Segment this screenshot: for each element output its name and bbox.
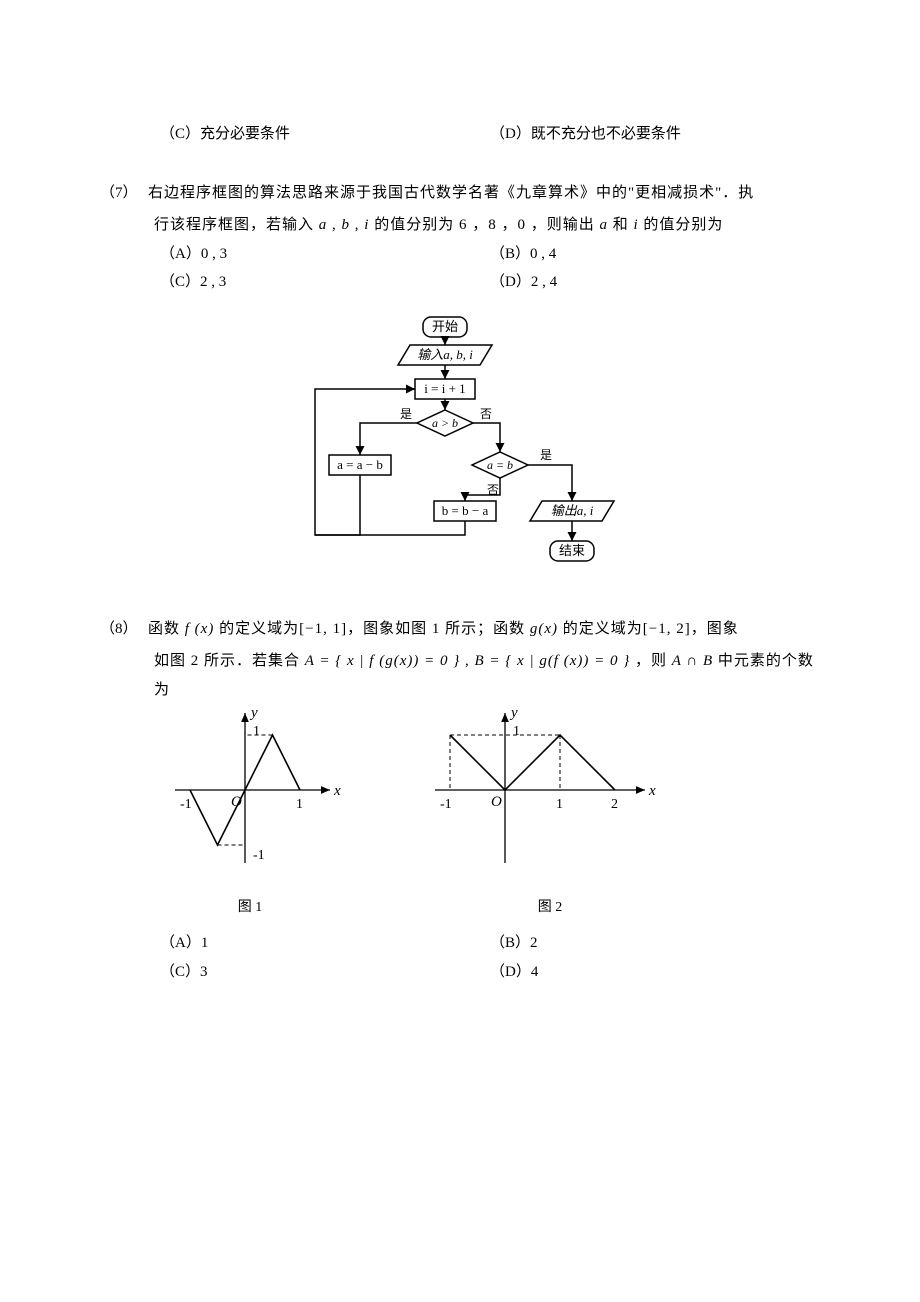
graph2-box: x y O 1 -1 1 2 图 2 (420, 710, 680, 921)
svg-text:1: 1 (556, 797, 563, 812)
svg-text:开始: 开始 (432, 319, 458, 334)
svg-text:-1: -1 (253, 848, 265, 863)
q7-opt-a: （A）0 , 3 (160, 240, 490, 269)
q7-opt-d: （D）2 , 4 (490, 268, 820, 297)
q8-opt-a: （A）1 (160, 929, 490, 958)
svg-text:是: 是 (400, 407, 412, 421)
question-8: （8） 函数 f (x) 的定义域为[−1, 1]，图象如图 1 所示；函数 g… (100, 615, 820, 987)
graph1-svg: xyO1-1-11 (150, 710, 350, 880)
fig2-label: 图 2 (420, 895, 680, 922)
q8-line2: 如图 2 所示．若集合 A = { x | f (g(x)) = 0 } , B… (100, 647, 820, 676)
graphs-container: x y O 1 -1 -1 1 图 1 x y O 1 -1 1 2 图 2 (100, 710, 820, 921)
svg-text:O: O (491, 794, 502, 810)
q8-options-ab: （A）1 （B）2 (100, 929, 820, 958)
svg-text:输入a, b, i: 输入a, b, i (417, 347, 473, 362)
q7-opt-b: （B）0 , 4 (490, 240, 820, 269)
svg-text:-1: -1 (180, 797, 192, 812)
svg-text:a > b: a > b (432, 416, 458, 430)
flowchart-svg: 开始输入a, b, i i = i + 1 a > b a = a − b a = b b… (300, 315, 620, 585)
svg-text:b = b − a: b = b − a (442, 503, 489, 518)
svg-text:1: 1 (253, 724, 260, 739)
q7-line2: 行该程序框图，若输入 a , b , i 的值分别为 6 ，8 ，0 ，则输出 … (100, 211, 820, 240)
q8-options-cd: （C）3 （D）4 (100, 958, 820, 987)
svg-text:x: x (333, 783, 341, 799)
svg-text:a = b: a = b (487, 458, 513, 472)
svg-text:1: 1 (296, 797, 303, 812)
q7-options-ab: （A）0 , 3 （B）0 , 4 (100, 240, 820, 269)
q7-opt-c: （C）2 , 3 (160, 268, 490, 297)
q7-options-cd: （C）2 , 3 （D）2 , 4 (100, 268, 820, 297)
fig1-label: 图 1 (150, 895, 350, 922)
flowchart: 开始输入a, b, i i = i + 1 a > b a = a − b a = b b… (100, 315, 820, 585)
svg-text:x: x (648, 783, 656, 799)
svg-text:结束: 结束 (559, 543, 585, 558)
question-7: （7） 右边程序框图的算法思路来源于我国古代数学名著《九章算术》中的"更相减损术… (100, 179, 820, 297)
q8-opt-c: （C）3 (160, 958, 490, 987)
svg-text:a = a − b: a = a − b (337, 457, 383, 472)
svg-text:i = i + 1: i = i + 1 (424, 381, 465, 396)
svg-text:否: 否 (480, 407, 492, 421)
q8-opt-b: （B）2 (490, 929, 820, 958)
q7-line1: 右边程序框图的算法思路来源于我国古代数学名著《九章算术》中的"更相减损术"．执 (148, 179, 820, 208)
q6-opt-c: （C）充分必要条件 (160, 120, 490, 149)
q8-number: （8） (100, 615, 148, 644)
svg-text:y: y (249, 710, 258, 721)
q8-line1: 函数 f (x) 的定义域为[−1, 1]，图象如图 1 所示；函数 g(x) … (148, 615, 820, 644)
svg-text:-1: -1 (440, 797, 452, 812)
q6-options-cd: （C）充分必要条件 （D）既不充分也不必要条件 (100, 120, 820, 149)
graph2-svg: x y O 1 -1 1 2 (420, 710, 680, 880)
svg-text:y: y (509, 710, 518, 721)
svg-text:是: 是 (540, 448, 552, 462)
svg-text:输出a, i: 输出a, i (551, 503, 594, 518)
graph1-box: xyO1-1-11 图 1 (150, 710, 350, 921)
q8-opt-d: （D）4 (490, 958, 820, 987)
q8-line3: 为 (100, 676, 820, 705)
q7-number: （7） (100, 179, 148, 208)
q6-opt-d: （D）既不充分也不必要条件 (490, 120, 820, 149)
svg-text:1: 1 (513, 724, 520, 739)
svg-text:2: 2 (611, 797, 618, 812)
svg-text:否: 否 (487, 483, 499, 497)
